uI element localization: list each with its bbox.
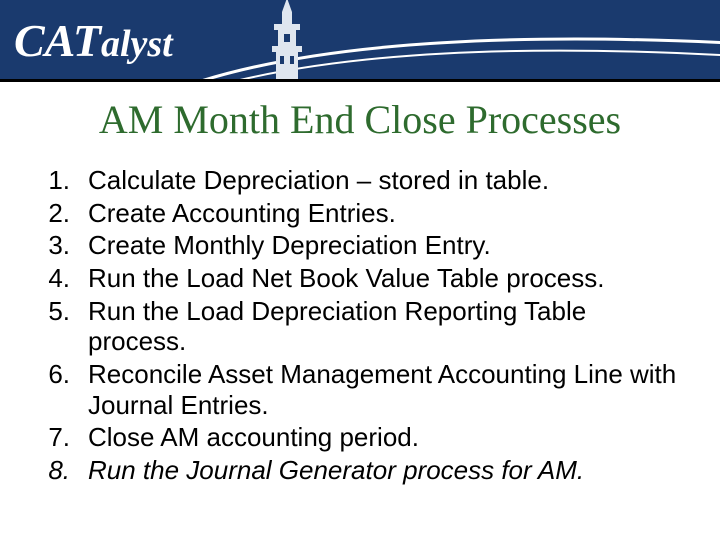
list-text: Run the Journal Generator process for AM… [88, 455, 680, 486]
list-number: 6. [40, 359, 88, 390]
list-text: Create Monthly Depreciation Entry. [88, 230, 680, 261]
list-text: Run the Load Depreciation Reporting Tabl… [88, 296, 680, 357]
list-text: Reconcile Asset Management Accounting Li… [88, 359, 680, 420]
list-item: 6. Reconcile Asset Management Accounting… [40, 359, 680, 420]
list-text: Close AM accounting period. [88, 422, 680, 453]
list-number: 2. [40, 198, 88, 229]
list-number: 4. [40, 263, 88, 294]
list-item: 1. Calculate Depreciation – stored in ta… [40, 165, 680, 196]
swoosh-graphic [170, 0, 720, 82]
tower-icon [262, 0, 312, 82]
list-text: Create Accounting Entries. [88, 198, 680, 229]
list-number: 3. [40, 230, 88, 261]
list-number: 8. [40, 455, 88, 486]
list-text: Calculate Depreciation – stored in table… [88, 165, 680, 196]
list-number: 7. [40, 422, 88, 453]
list-item: 2. Create Accounting Entries. [40, 198, 680, 229]
list-item: 7. Close AM accounting period. [40, 422, 680, 453]
process-list: 1. Calculate Depreciation – stored in ta… [40, 165, 680, 486]
list-item: 4. Run the Load Net Book Value Table pro… [40, 263, 680, 294]
list-item: 5. Run the Load Depreciation Reporting T… [40, 296, 680, 357]
slide-title: AM Month End Close Processes [0, 96, 720, 143]
list-number: 5. [40, 296, 88, 327]
list-text: Run the Load Net Book Value Table proces… [88, 263, 680, 294]
banner: CATalyst [0, 0, 720, 82]
list-number: 1. [40, 165, 88, 196]
slide: CATalyst AM Month End Close Processes 1. [0, 0, 720, 540]
list-item: 3. Create Monthly Depreciation Entry. [40, 230, 680, 261]
logo-text: CATalyst [14, 14, 173, 67]
list-item: 8. Run the Journal Generator process for… [40, 455, 680, 486]
